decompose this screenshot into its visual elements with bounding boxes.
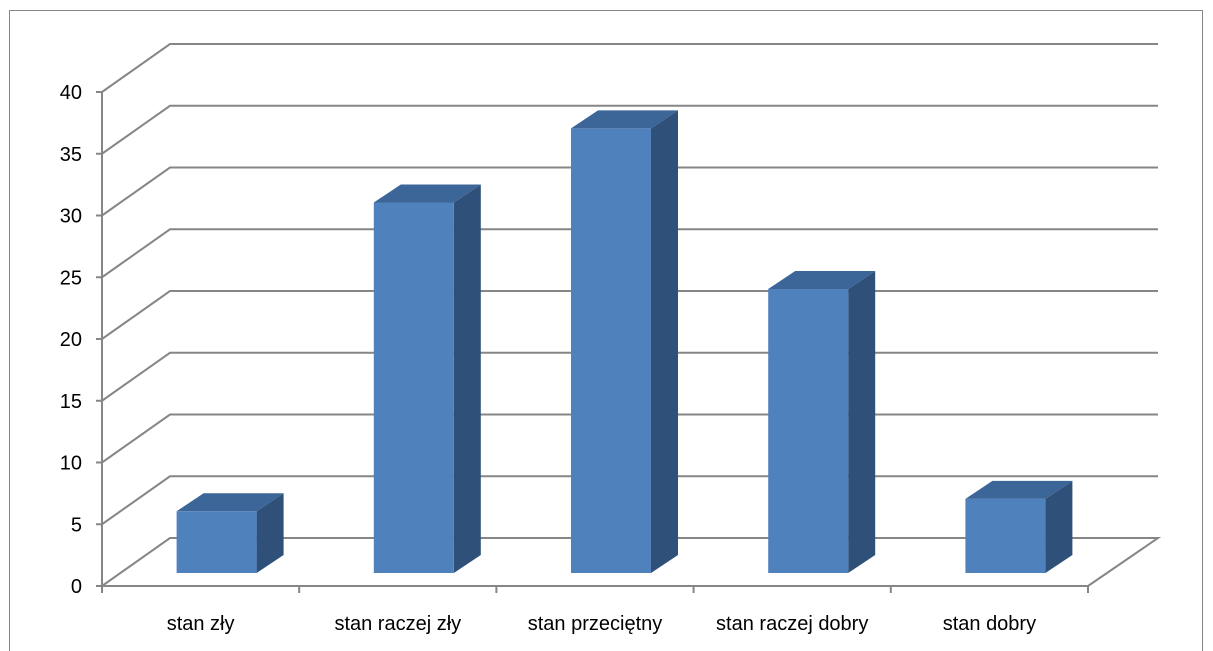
gridline [101,166,1158,217]
x-category-label: stan zły [167,613,235,635]
y-tick-label: 30 [60,206,82,228]
bar-front [965,498,1046,573]
bar-side [256,493,284,573]
y-tick-label: 0 [71,576,82,598]
bar-front [768,288,849,573]
bar-side [848,270,876,573]
y-tick-label: 35 [60,144,82,166]
bars-layer [176,110,1073,574]
x-category-label: stan przeciętny [528,613,663,635]
bar-side [651,110,678,574]
gridline [101,43,1158,93]
y-tick-label: 5 [71,514,82,536]
bar-3 [768,270,876,573]
y-tick-label: 40 [60,82,82,104]
x-category-label: stan raczej zły [334,613,461,635]
bar-2 [571,110,678,574]
bar-top [176,493,284,512]
bar-top [965,480,1073,499]
bar-1 [373,184,481,573]
bar-front [373,202,454,573]
bar-side [453,184,481,573]
bar-4 [965,480,1073,573]
bar-top [373,184,481,203]
gridline [101,104,1158,155]
bar-front [176,511,257,573]
x-category-label: stan dobry [943,613,1036,635]
bar-front [571,128,651,573]
gridline [101,228,1158,279]
y-tick-label: 10 [60,453,82,475]
x-category-label: stan raczej dobry [716,613,868,635]
bar-side [1045,480,1073,573]
bar-top [571,110,678,129]
axis-layer [96,91,1089,593]
labels-layer: 0 5 10 15 20 25 30 35 40 stan zły stan raczej zły s… [60,82,1036,635]
y-tick-label: 20 [60,329,82,351]
y-tick-label: 25 [60,267,82,289]
y-tick-label: 15 [60,391,82,413]
bar-top [768,270,876,289]
bar-0 [176,493,284,573]
